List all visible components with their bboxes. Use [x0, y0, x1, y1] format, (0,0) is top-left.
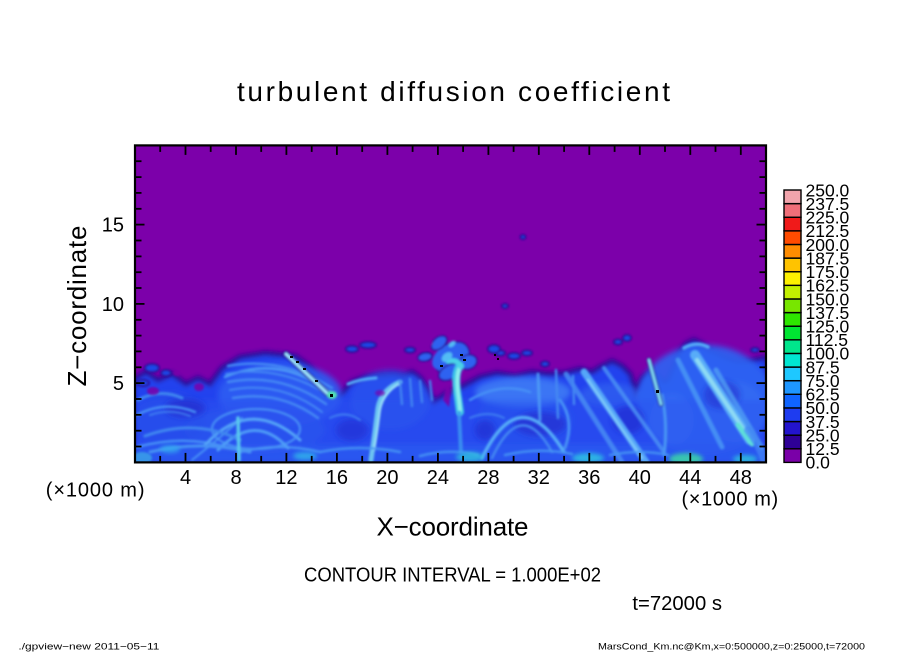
svg-text:175.0: 175.0 [806, 262, 850, 282]
svg-text:40: 40 [629, 467, 651, 489]
svg-text:44: 44 [679, 467, 701, 489]
svg-text:10: 10 [102, 294, 124, 316]
svg-text:8: 8 [230, 467, 241, 489]
svg-text:20: 20 [376, 467, 398, 489]
svg-text:(×1000 m): (×1000 m) [46, 480, 145, 502]
svg-text:15: 15 [102, 215, 124, 237]
svg-text:37.5: 37.5 [806, 412, 840, 432]
svg-text:100.0: 100.0 [806, 344, 850, 364]
svg-text:32: 32 [528, 467, 550, 489]
svg-text:./gpview−new 2011−05−11: ./gpview−new 2011−05−11 [18, 642, 159, 653]
svg-text:150.0: 150.0 [806, 289, 850, 309]
svg-text:CONTOUR INTERVAL = 1.000E+02: CONTOUR INTERVAL = 1.000E+02 [304, 565, 601, 587]
svg-text:(×1000 m): (×1000 m) [682, 489, 779, 511]
svg-text:187.5: 187.5 [806, 248, 850, 268]
svg-text:237.5: 237.5 [806, 194, 850, 214]
svg-text:turbulent diffusion coefficien: turbulent diffusion coefficient [237, 76, 670, 107]
svg-text:12.5: 12.5 [806, 439, 840, 459]
svg-text:28: 28 [477, 467, 499, 489]
svg-text:MarsCond_Km.nc@Km,x=0:500000,z: MarsCond_Km.nc@Km,x=0:500000,z=0:25000,t… [598, 642, 865, 653]
svg-text:48: 48 [730, 467, 752, 489]
svg-text:0.0: 0.0 [806, 453, 831, 473]
svg-text:X−coordinate: X−coordinate [377, 512, 529, 542]
svg-text:t=72000 s: t=72000 s [632, 593, 722, 615]
svg-text:225.0: 225.0 [806, 208, 850, 228]
svg-text:Z−coordinate: Z−coordinate [62, 226, 92, 387]
svg-text:4: 4 [180, 467, 191, 489]
svg-text:200.0: 200.0 [806, 235, 850, 255]
svg-text:112.5: 112.5 [806, 330, 849, 350]
svg-text:212.5: 212.5 [806, 221, 850, 241]
svg-text:16: 16 [326, 467, 348, 489]
svg-text:5: 5 [113, 373, 124, 395]
svg-text:25.0: 25.0 [806, 425, 840, 445]
svg-text:250.0: 250.0 [806, 180, 850, 200]
svg-text:75.0: 75.0 [806, 371, 840, 391]
svg-text:24: 24 [427, 467, 449, 489]
svg-text:62.5: 62.5 [806, 385, 840, 405]
svg-text:162.5: 162.5 [806, 276, 850, 296]
svg-text:12: 12 [275, 467, 297, 489]
svg-text:36: 36 [578, 467, 600, 489]
svg-text:87.5: 87.5 [806, 357, 840, 377]
svg-text:125.0: 125.0 [806, 317, 850, 337]
svg-text:137.5: 137.5 [806, 303, 850, 323]
svg-text:50.0: 50.0 [806, 398, 840, 418]
